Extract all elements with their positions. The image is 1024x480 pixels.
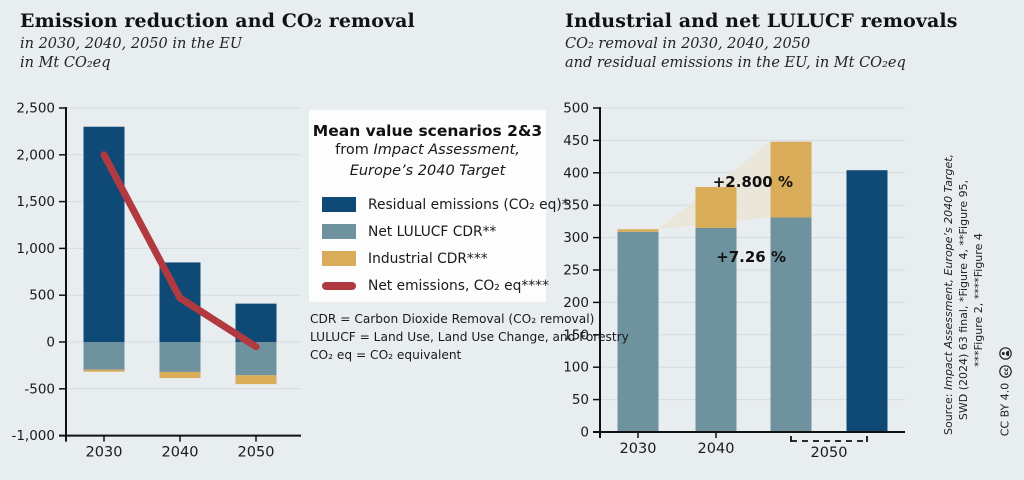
svg-text:300: 300 bbox=[563, 230, 589, 246]
legend-label-2: Industrial CDR*** bbox=[368, 250, 488, 267]
svg-text:1,000: 1,000 bbox=[16, 241, 55, 257]
legend-items: Residual emissions (CO₂ eq)* Net LULUCF C… bbox=[322, 191, 569, 299]
legend-title: Mean value scenarios 2&3 bbox=[312, 122, 543, 140]
svg-text:cc: cc bbox=[1001, 368, 1009, 376]
industrial-bar-2050 bbox=[235, 375, 277, 385]
source-line-1: Source: Impact Assessment, Europe’s 2040… bbox=[942, 153, 955, 435]
cc-by-icon bbox=[998, 347, 1012, 361]
lulucf-cdr-bar-2050 bbox=[770, 217, 812, 432]
lulucf-cdr-bar-2030 bbox=[617, 231, 659, 432]
industrial-bar-2030 bbox=[83, 369, 125, 372]
svg-text:2050: 2050 bbox=[811, 445, 848, 461]
svg-text:250: 250 bbox=[563, 263, 589, 279]
legend: Mean value scenarios 2&3 from Impact Ass… bbox=[309, 110, 569, 302]
legend-item-3: Net emissions, CO₂ eq**** bbox=[322, 272, 549, 299]
industrial-bar-2040 bbox=[159, 371, 201, 379]
source-line-3: ***Figure 2, ****Figure 4 bbox=[972, 233, 986, 367]
annotation-lulucf-growth: +7.26 % bbox=[716, 248, 786, 266]
left-title-block: Emission reduction and CO₂ removal in 20… bbox=[20, 10, 450, 73]
right-subtitle-line-1: CO₂ removal in 2030, 2040, 2050 bbox=[565, 36, 811, 52]
svg-text:100: 100 bbox=[563, 360, 589, 376]
legend-subtitle-line-2: Europe’s 2040 Target bbox=[349, 163, 506, 180]
license-label: CC BY 4.0 bbox=[998, 382, 1012, 437]
left-chart: 2,500 2,000 1,500 1,000 500 0 -500 -1,000 2030 20… bbox=[11, 101, 301, 461]
bracket-2050 bbox=[790, 436, 868, 442]
svg-text:500: 500 bbox=[29, 288, 55, 304]
industrial-cdr-bar-2050 bbox=[770, 141, 812, 218]
legend-item-2: Industrial CDR*** bbox=[322, 245, 546, 272]
svg-text:500: 500 bbox=[563, 101, 589, 117]
legend-item-1: Net LULUCF CDR** bbox=[322, 218, 546, 245]
growth-fan bbox=[658, 141, 771, 230]
footnotes: CDR = Carbon Dioxide Removal (CO₂ remova… bbox=[310, 311, 629, 364]
net-emissions-line bbox=[100, 151, 260, 351]
residual-bar-2030 bbox=[83, 126, 125, 342]
right-chart-subtitle: CO₂ removal in 2030, 2040, 2050 and resi… bbox=[565, 35, 1005, 73]
residual-emissions-bar-2050 bbox=[846, 170, 888, 432]
right-subtitle-line-2: and residual emissions in the EU, in Mt … bbox=[565, 55, 906, 72]
lulucf-bar-2030 bbox=[83, 342, 125, 370]
svg-text:0: 0 bbox=[580, 425, 589, 441]
svg-text:0: 0 bbox=[46, 335, 55, 351]
svg-text:-1,000: -1,000 bbox=[11, 428, 55, 444]
footnote-line-0: CDR = Carbon Dioxide Removal (CO₂ remova… bbox=[310, 312, 595, 326]
license-note: CC BY 4.0 cc bbox=[997, 344, 1014, 440]
legend-label-1: Net LULUCF CDR** bbox=[368, 223, 497, 240]
legend-swatch-1 bbox=[322, 224, 356, 240]
legend-label-3: Net emissions, CO₂ eq**** bbox=[368, 277, 549, 294]
lulucf-bar-2040 bbox=[159, 342, 201, 372]
footnote-line-2: CO₂ eq = CO₂ equivalent bbox=[310, 347, 462, 362]
legend-swatch-2 bbox=[322, 251, 356, 267]
svg-text:2030: 2030 bbox=[86, 445, 123, 461]
svg-text:450: 450 bbox=[563, 133, 589, 149]
svg-text:2,500: 2,500 bbox=[16, 101, 55, 117]
svg-text:2040: 2040 bbox=[162, 445, 199, 461]
legend-label-0: Residual emissions (CO₂ eq)* bbox=[368, 196, 569, 213]
svg-text:2050: 2050 bbox=[238, 445, 275, 461]
source-note: Source: Impact Assessment, Europe’s 2040… bbox=[941, 153, 986, 435]
svg-text:350: 350 bbox=[563, 198, 589, 214]
svg-text:-500: -500 bbox=[24, 381, 55, 397]
svg-text:1,500: 1,500 bbox=[16, 194, 55, 210]
left-chart-title: Emission reduction and CO₂ removal bbox=[20, 10, 415, 32]
svg-text:50: 50 bbox=[572, 392, 589, 408]
source-line-2: SWD (2024) 63 final, *Figure 4, **Figure… bbox=[957, 179, 971, 421]
svg-text:2,000: 2,000 bbox=[16, 147, 55, 163]
left-chart-subtitle: in 2030, 2040, 2050 in the EU in Mt CO₂e… bbox=[20, 35, 450, 73]
left-subtitle-line-1: in 2030, 2040, 2050 in the EU bbox=[20, 36, 243, 52]
annotations: +2.800 % +7.26 % bbox=[713, 173, 793, 266]
svg-text:150: 150 bbox=[563, 327, 589, 343]
right-chart-title: Industrial and net LULUCF removals bbox=[565, 10, 958, 32]
legend-subtitle-line-1: from Impact Assessment, bbox=[335, 142, 520, 158]
right-bars bbox=[617, 141, 888, 432]
left-subtitle-line-2: in Mt CO₂eq bbox=[20, 55, 111, 72]
legend-item-0: Residual emissions (CO₂ eq)* bbox=[322, 191, 569, 218]
footnote-line-1: LULUCF = Land Use, Land Use Change, and … bbox=[310, 329, 629, 344]
lulucf-cdr-bar-2040 bbox=[695, 227, 737, 432]
svg-text:2030: 2030 bbox=[620, 441, 657, 457]
svg-text:200: 200 bbox=[563, 295, 589, 311]
svg-text:2040: 2040 bbox=[698, 441, 735, 457]
legend-swatch-3 bbox=[322, 281, 356, 290]
cc-icon: cc bbox=[998, 365, 1012, 379]
annotation-industrial-growth: +2.800 % bbox=[713, 173, 793, 191]
left-axes: 2,500 2,000 1,500 1,000 500 0 -500 -1,000 2030 20… bbox=[11, 101, 301, 461]
svg-text:400: 400 bbox=[563, 165, 589, 181]
legend-swatch-0 bbox=[322, 197, 356, 213]
industrial-cdr-bar-2030 bbox=[617, 229, 659, 232]
right-title-block: Industrial and net LULUCF removals CO₂ r… bbox=[565, 10, 1005, 73]
industrial-cdr-bar-2040 bbox=[695, 187, 737, 228]
